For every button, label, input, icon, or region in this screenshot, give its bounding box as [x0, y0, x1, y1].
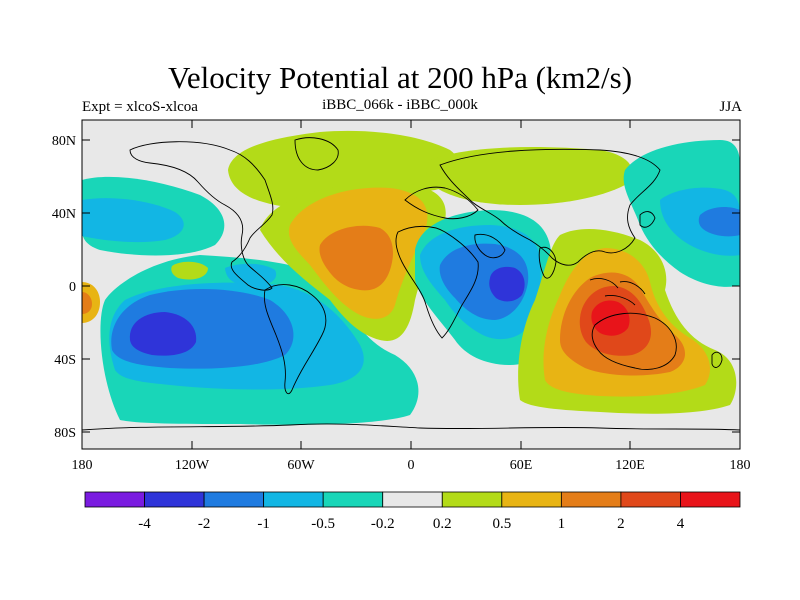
lon-tick-label: 120W	[175, 458, 210, 473]
coast-japan	[639, 211, 656, 228]
contour-west-edge-red	[82, 292, 92, 314]
lat-tick-label: 80S	[54, 426, 76, 441]
contour-atlantic-deep-orange	[319, 225, 393, 291]
lon-tick-label: 120E	[615, 458, 645, 473]
colorbar-swatch	[322, 491, 384, 508]
colorbar-label: 4	[677, 516, 685, 532]
lat-tick-label: 80N	[52, 134, 76, 149]
colorbar-swatch	[84, 491, 145, 508]
lon-tick-label: 180	[72, 458, 93, 473]
tick-marks	[81, 120, 741, 449]
coast-antarctica	[82, 423, 740, 431]
colorbar-label: -0.5	[311, 516, 335, 532]
contour-asia-red	[591, 300, 630, 336]
colorbar-swatch	[203, 491, 265, 508]
contour-central-america	[225, 263, 277, 287]
lon-tick-labels: 180 120W 60W 0 60E 120E 180	[72, 458, 751, 473]
contour-nw-pacific-dark	[698, 207, 740, 237]
colorbar-swatch	[560, 491, 622, 508]
coast-europe	[404, 186, 479, 220]
contour-north-pacific-west-inner	[82, 198, 184, 243]
lat-tick-label: 40S	[54, 353, 76, 368]
coast-new-zealand	[711, 351, 723, 368]
coastlines	[82, 137, 740, 431]
coast-maritime	[589, 277, 646, 306]
colorbar	[84, 491, 741, 508]
colorbar-label: 1	[558, 516, 566, 532]
colorbar-label: -2	[198, 516, 211, 532]
coast-arabia	[474, 233, 506, 259]
contour-field	[82, 120, 740, 449]
colorbar-label: -0.2	[371, 516, 395, 532]
coast-australia	[591, 312, 677, 370]
contour-indian-core	[489, 266, 525, 302]
colorbar-labels: -4 -2 -1 -0.5 -0.2 0.2 0.5 1 2 4	[138, 516, 684, 532]
coast-greenland	[294, 137, 339, 171]
contour-eastern-pacific-core	[129, 312, 197, 356]
colorbar-label: 0.2	[433, 516, 452, 532]
colorbar-swatch	[144, 491, 205, 508]
coast-india	[538, 246, 557, 279]
coast-north-america	[129, 141, 274, 291]
colorbar-label: -4	[138, 516, 151, 532]
colorbar-swatch	[680, 491, 741, 508]
colorbar-swatch	[263, 491, 324, 508]
subtitle-left: Expt = xlcoS-xlcoa	[82, 99, 198, 115]
lon-tick-label: 60W	[287, 458, 315, 473]
colorbar-label: -1	[257, 516, 270, 532]
lat-tick-labels: 80N 40N 0 40S 80S	[52, 134, 76, 441]
coast-eurasia	[439, 148, 661, 266]
coast-africa	[395, 225, 479, 339]
plot-title: Velocity Potential at 200 hPa (km2/s)	[167, 60, 633, 95]
contour-north-pacific-small	[171, 261, 208, 280]
contour-eurasia-band	[426, 147, 632, 205]
colorbar-label: 2	[617, 516, 625, 532]
lat-tick-label: 0	[69, 280, 76, 295]
lon-tick-label: 60E	[510, 458, 533, 473]
colorbar-label: 0.5	[492, 516, 511, 532]
coast-south-america	[263, 284, 327, 395]
colorbar-swatch	[620, 491, 681, 508]
lon-tick-label: 180	[730, 458, 751, 473]
subtitle-right: JJA	[719, 99, 742, 115]
contour-dateline-patch	[700, 316, 731, 332]
lon-tick-label: 0	[408, 458, 415, 473]
colorbar-swatch	[441, 491, 503, 508]
lat-tick-label: 40N	[52, 207, 76, 222]
colorbar-swatch	[382, 491, 443, 508]
colorbar-swatch	[501, 491, 562, 508]
subtitle-center: iBBC_066k - iBBC_000k	[322, 97, 478, 113]
